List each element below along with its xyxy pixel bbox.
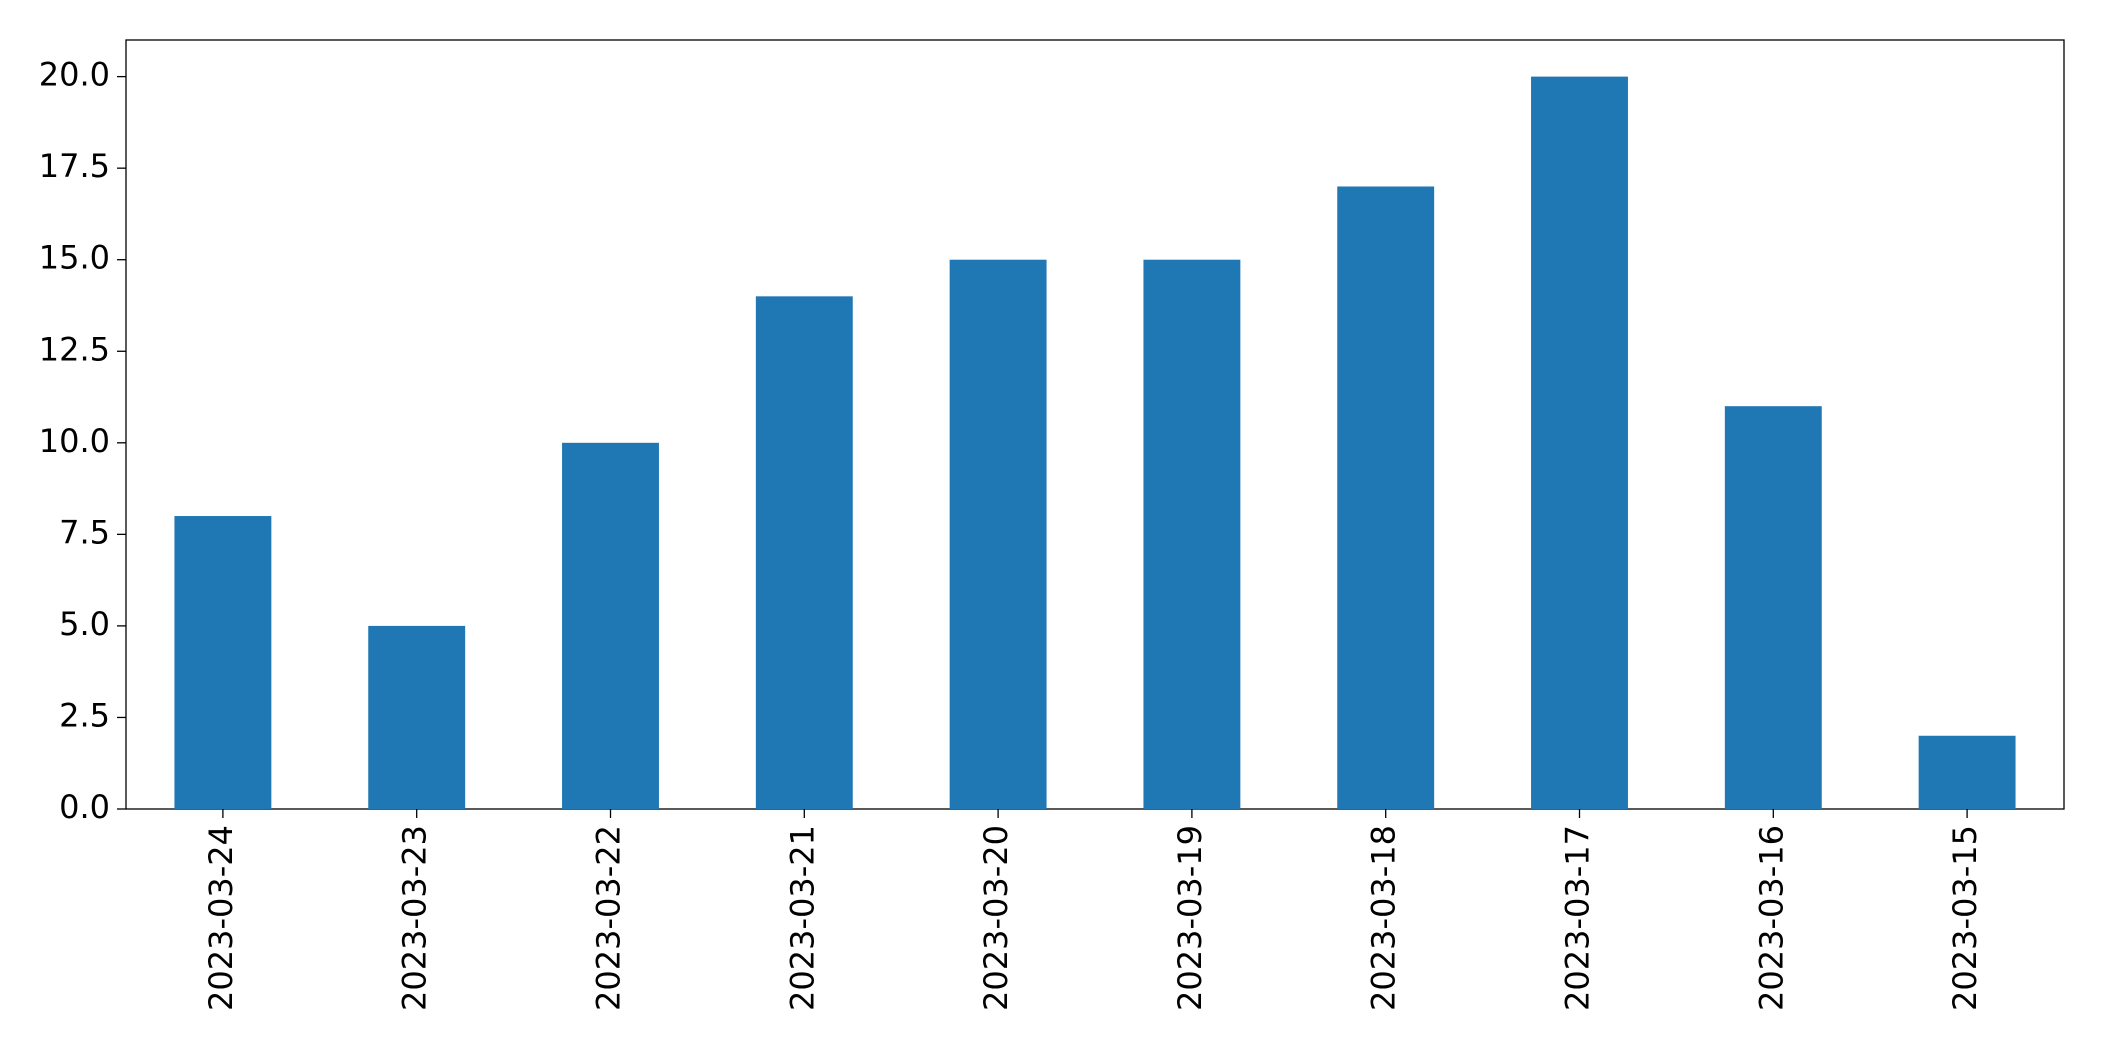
x-tick-label: 2023-03-17 [1559, 825, 1597, 1011]
y-tick-label: 0.0 [59, 788, 110, 826]
bar [1337, 186, 1435, 809]
x-tick-label: 2023-03-22 [590, 825, 628, 1011]
x-tick-label: 2023-03-23 [396, 825, 434, 1011]
y-tick-label: 20.0 [39, 56, 110, 94]
y-tick-label: 10.0 [39, 422, 110, 460]
x-tick-label: 2023-03-20 [977, 825, 1015, 1011]
y-tick-label: 5.0 [59, 605, 110, 643]
x-tick-label: 2023-03-21 [783, 825, 821, 1011]
bar [949, 259, 1047, 809]
y-tick-label: 7.5 [59, 513, 110, 551]
x-tick-label: 2023-03-24 [202, 825, 240, 1011]
plot-frame [125, 39, 2065, 810]
y-tick-label: 2.5 [59, 696, 110, 734]
bar [1724, 406, 1822, 809]
bar [368, 625, 466, 809]
bar [562, 442, 659, 809]
y-tick-label: 12.5 [39, 330, 110, 368]
bar [1143, 259, 1241, 809]
bar [1531, 76, 1628, 810]
y-tick-label: 15.0 [39, 239, 110, 277]
bar [1918, 735, 2016, 809]
bar [755, 296, 853, 809]
x-tick-label: 2023-03-16 [1752, 825, 1790, 1011]
x-tick-label: 2023-03-18 [1365, 825, 1403, 1011]
y-tick-label: 17.5 [39, 147, 110, 185]
x-tick-label: 2023-03-19 [1171, 825, 1209, 1011]
bar [174, 516, 272, 809]
x-tick-label: 2023-03-15 [1946, 825, 1984, 1011]
